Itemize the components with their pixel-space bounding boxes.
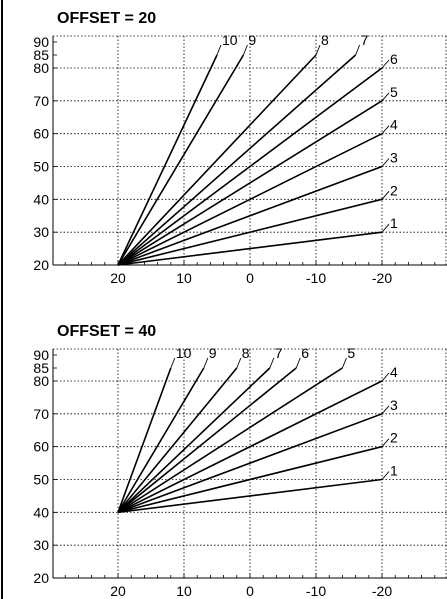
curve-label: 5	[347, 345, 355, 361]
curve-label-leader	[236, 357, 242, 369]
curve-label: 8	[242, 345, 250, 361]
curve-label: 4	[390, 117, 398, 133]
curve-label-leader	[295, 357, 301, 369]
x-tick-label: -20	[372, 270, 392, 286]
curve-label: 3	[390, 150, 398, 166]
x-tick-label: -10	[306, 583, 326, 599]
y-tick-label: 90	[33, 34, 49, 50]
curve-label: 1	[390, 215, 398, 231]
curve-6	[117, 67, 383, 266]
curve-label: 2	[390, 430, 398, 446]
y-tick-label: 60	[33, 439, 49, 455]
curve-label: 10	[176, 345, 192, 361]
curve-label-leader	[203, 357, 209, 369]
x-tick-label: -20	[372, 583, 392, 599]
y-tick-label: 70	[33, 406, 49, 422]
curve-label-leader	[381, 223, 390, 233]
curve-label: 2	[390, 182, 398, 198]
curve-label-leader	[170, 357, 176, 369]
curve-4	[117, 380, 383, 514]
chart-title: OFFSET = 40	[57, 323, 156, 340]
curve-label: 8	[321, 32, 329, 48]
y-tick-label: 80	[33, 373, 49, 389]
curve-label-leader	[381, 59, 390, 69]
curve-label: 4	[390, 364, 398, 380]
curve-label-leader	[381, 405, 390, 415]
curve-5	[117, 367, 343, 514]
curve-label-leader	[269, 357, 275, 369]
y-tick-label: 85	[33, 47, 49, 63]
y-tick-label: 90	[33, 347, 49, 363]
x-tick-label: 0	[246, 270, 254, 286]
chart-title: OFFSET = 20	[57, 10, 156, 27]
curve-label: 6	[390, 51, 398, 67]
curve-3	[117, 165, 383, 266]
curve-label: 3	[390, 397, 398, 413]
curve-10	[117, 54, 218, 266]
curve-label-leader	[381, 158, 390, 167]
y-tick-label: 40	[33, 504, 49, 520]
curve-label-leader	[216, 44, 222, 56]
x-tick-label: -10	[306, 270, 326, 286]
curve-label: 9	[209, 345, 217, 361]
curve-label-leader	[315, 44, 321, 56]
y-tick-label: 50	[33, 159, 49, 175]
curve-3	[117, 413, 383, 514]
curve-4	[117, 132, 383, 266]
curve-8	[117, 54, 317, 266]
curve-6	[117, 367, 297, 513]
curve-label-leader	[381, 438, 390, 447]
y-tick-label: 20	[33, 257, 49, 273]
curve-label-leader	[341, 357, 347, 369]
curve-label-leader	[381, 471, 390, 480]
curve-10	[117, 367, 172, 513]
curve-7	[117, 54, 357, 266]
curve-2	[117, 198, 383, 266]
curve-2	[117, 445, 383, 514]
x-tick-label: 20	[110, 270, 126, 286]
curve-1	[117, 478, 383, 514]
curve-label: 6	[301, 345, 309, 361]
curve-label: 7	[275, 345, 283, 361]
y-tick-label: 80	[33, 60, 49, 76]
curve-9	[117, 54, 245, 266]
y-tick-label: 70	[33, 93, 49, 109]
curve-label-leader	[381, 191, 390, 200]
curve-label-leader	[355, 44, 361, 56]
curve-label: 7	[361, 32, 369, 48]
x-tick-label: 20	[110, 583, 126, 599]
curve-5	[117, 100, 383, 266]
curve-label-leader	[381, 125, 390, 134]
curve-label-leader	[242, 44, 248, 56]
y-tick-label: 60	[33, 126, 49, 142]
curve-7	[117, 367, 271, 513]
y-tick-label: 40	[33, 191, 49, 207]
y-tick-label: 30	[33, 537, 49, 553]
y-tick-label: 85	[33, 360, 49, 376]
curve-label: 5	[390, 84, 398, 100]
x-tick-label: 10	[176, 270, 192, 286]
curve-8	[117, 367, 238, 513]
y-tick-label: 50	[33, 472, 49, 488]
y-tick-label: 30	[33, 224, 49, 240]
curve-1	[117, 231, 383, 266]
x-tick-label: 10	[176, 583, 192, 599]
curve-label: 9	[248, 32, 256, 48]
curve-label: 10	[222, 32, 238, 48]
curve-label-leader	[381, 92, 390, 102]
y-tick-label: 20	[33, 570, 49, 586]
curve-9	[117, 367, 205, 513]
curve-label: 1	[390, 463, 398, 479]
curve-label-leader	[381, 372, 390, 382]
x-tick-label: 0	[246, 583, 254, 599]
